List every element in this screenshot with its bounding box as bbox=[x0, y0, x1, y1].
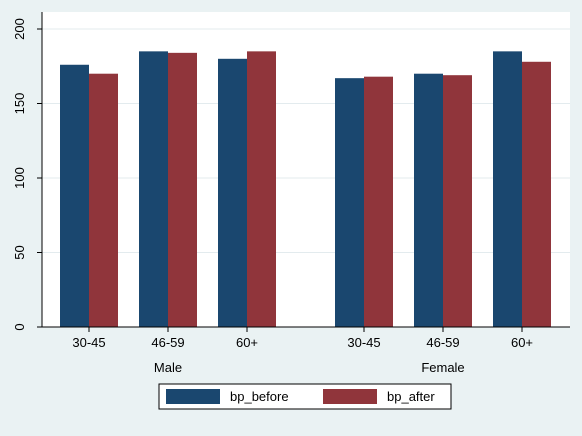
x-tick-label: 46-59 bbox=[426, 335, 459, 350]
gridlines bbox=[42, 28, 570, 253]
x-tick-label: 60+ bbox=[236, 335, 258, 350]
plot-background bbox=[42, 12, 570, 327]
bar-bp_before-male-60+ bbox=[218, 58, 247, 328]
legend: bp_before bp_after bbox=[158, 383, 452, 410]
axes bbox=[37, 12, 570, 332]
x-tick-label: 46-59 bbox=[151, 335, 184, 350]
group-label: Female bbox=[421, 360, 464, 375]
bar-bp_after-female-30-45 bbox=[364, 76, 393, 328]
bar-bp_before-male-30-45 bbox=[60, 64, 89, 327]
bar-bp_after-female-46-59 bbox=[443, 75, 472, 327]
x-tick-label: 30-45 bbox=[347, 335, 380, 350]
legend-label-bp_before: bp_before bbox=[230, 389, 289, 404]
bar-bp_before-female-60+ bbox=[493, 51, 522, 327]
x-tick-label: 30-45 bbox=[72, 335, 105, 350]
bar-bp_before-female-30-45 bbox=[335, 78, 364, 327]
legend-swatch-bp_after bbox=[323, 389, 377, 404]
y-tick-label: 0 bbox=[12, 323, 27, 330]
bar-bp_after-male-30-45 bbox=[89, 73, 118, 327]
y-tick-label: 200 bbox=[12, 18, 27, 40]
bar-bp_after-male-60+ bbox=[247, 51, 276, 327]
x-tick-label: 60+ bbox=[511, 335, 533, 350]
bar-bp_after-male-46-59 bbox=[168, 52, 197, 328]
y-tick-label: 50 bbox=[12, 245, 27, 259]
legend-swatch-bp_before bbox=[166, 389, 220, 404]
bars bbox=[60, 51, 551, 328]
tick-labels: 0 50 100 150 200 30-45 46-59 60+ Male 30-45 46-59 6… bbox=[12, 18, 533, 375]
y-tick-label: 150 bbox=[12, 93, 27, 115]
bar-bp_after-female-60+ bbox=[522, 61, 551, 327]
group-label: Male bbox=[154, 360, 182, 375]
legend-label-bp_after: bp_after bbox=[387, 389, 435, 404]
bar-bp_before-female-46-59 bbox=[414, 73, 443, 327]
bar-bp_before-male-46-59 bbox=[139, 51, 168, 327]
y-tick-label: 100 bbox=[12, 167, 27, 189]
